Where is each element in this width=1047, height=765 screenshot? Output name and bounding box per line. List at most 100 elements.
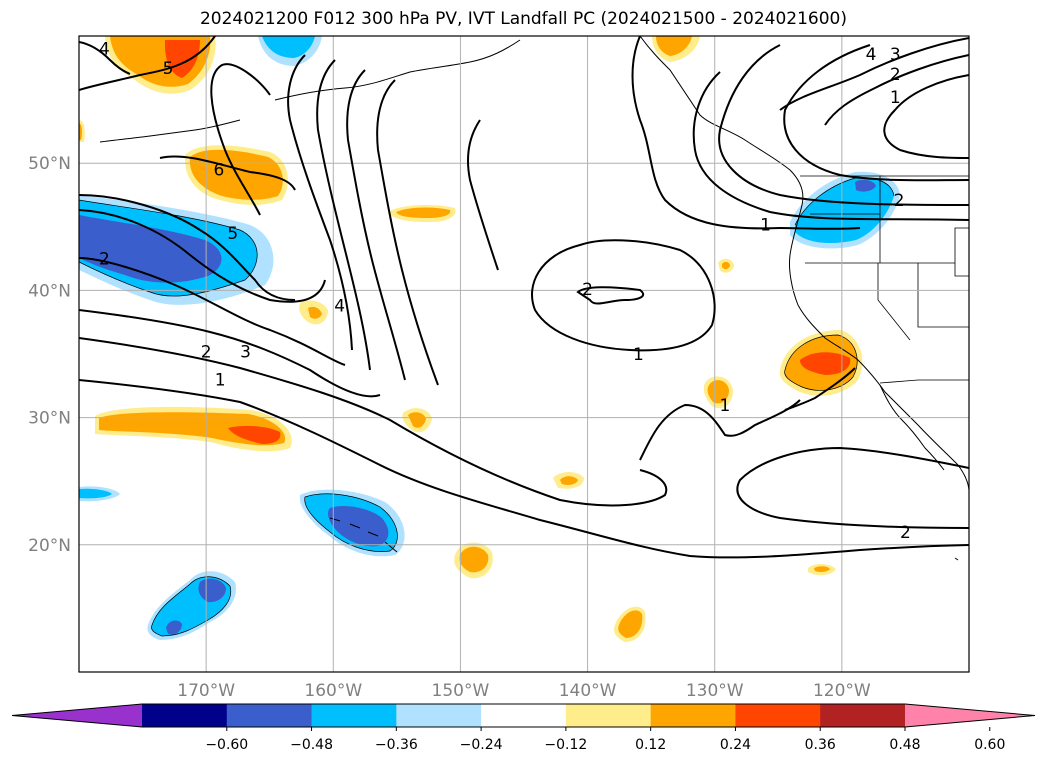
lon-tick-label: 130°W [686, 681, 744, 701]
negative-anomaly-region-pnw-inner [855, 179, 876, 192]
lon-tick-label: 140°W [559, 681, 617, 701]
shaded-anomalies [79, 36, 900, 642]
contour-line-low-inner [576, 286, 645, 305]
positive-anomaly-region-small-3-core [408, 412, 426, 428]
positive-anomaly-region-small-6-core [618, 610, 643, 638]
negative-anomaly-region-top-core [262, 36, 315, 58]
lat-tick-label: 20°N [28, 536, 71, 556]
us-mexico-border [879, 379, 969, 384]
contour-label: 2 [890, 65, 901, 85]
colorbar-segment [142, 704, 228, 727]
colorbar-tick-label: −0.12 [544, 737, 587, 753]
colorbar-extend-low [12, 704, 142, 727]
contour-line-2-southeast [736, 446, 969, 529]
colorbar-tick-label: −0.36 [375, 737, 418, 753]
contour-line-4-west [79, 209, 326, 303]
contour-line-alaska-4 [376, 79, 439, 386]
contour-line-2-west [79, 257, 346, 366]
positive-anomaly-region-small-9-core [814, 566, 830, 573]
contour-line-1-mexico [784, 367, 856, 411]
contour-line-2-south [79, 337, 668, 507]
positive-anomaly-region-small-5-core [459, 546, 489, 573]
colorbar-segment [650, 704, 736, 727]
colorbar: −0.60 −0.48 −0.36 −0.24 −0.12 0.12 0.24 0.36 0.4… [11, 703, 1036, 753]
contour-line-2-far-east [779, 37, 969, 111]
california-nevada-border [877, 263, 911, 341]
lon-tick-label: 120°W [813, 681, 871, 701]
contour-line-1-coast [631, 36, 781, 230]
contour-label: 1 [633, 345, 644, 365]
ivt-contours [79, 36, 969, 559]
positive-anomaly-region-band-inner [228, 425, 281, 444]
contour-label: 3 [890, 45, 901, 65]
latitude-labels: 20°N 30°N 40°N 50°N [28, 154, 71, 556]
contour-line-4-top [79, 41, 131, 75]
contour-line-alaska-1 [287, 54, 353, 351]
gridlines [79, 36, 969, 672]
negative-anomaly-region-west-inner [79, 215, 222, 283]
contour-line-1-california [639, 399, 801, 461]
contour-line-1-south [79, 379, 969, 559]
contour-line-3-west [79, 309, 381, 398]
colorbar-tick-label: 0.12 [635, 737, 666, 753]
contour-line-2-east [718, 44, 969, 206]
contour-label: 4 [866, 45, 877, 65]
map-title: 2024021200 F012 300 hPa PV, IVT Landfall… [199, 9, 847, 29]
positive-anomaly-region-small-7-core [707, 380, 729, 404]
contour-line-alaska-2 [316, 59, 371, 371]
longitude-labels: 170°W 160°W 150°W 140°W 130°W 120°W [177, 681, 871, 701]
positive-anomaly-region-california-inner [800, 352, 851, 375]
colorbar-outline [11, 703, 1036, 728]
contour-line-5-top [79, 36, 216, 91]
contour-label: 2 [201, 342, 212, 362]
contour-line-5-west [79, 194, 296, 301]
positive-anomaly-region-small-1-core [396, 207, 451, 218]
colorbar-segment [481, 704, 567, 727]
positive-anomaly-region-top-left-inner [164, 40, 200, 78]
colorbar-segment [820, 704, 906, 727]
nevada-arizona-border [917, 263, 969, 328]
colorbar-extend-high [905, 704, 1035, 727]
contour-label: 4 [334, 297, 345, 317]
colorbar-tick-label: 0.36 [805, 737, 836, 753]
positive-anomaly-region-top-right-core [656, 36, 692, 56]
colorbar-segment [735, 704, 821, 727]
small-island [954, 557, 959, 561]
lon-tick-label: 150°W [432, 681, 490, 701]
contour-label: 2 [894, 191, 905, 211]
state-borders [800, 175, 969, 384]
contour-label: 3 [240, 342, 251, 362]
lat-tick-label: 30°N [28, 409, 71, 429]
lon-tick-label: 170°W [177, 681, 235, 701]
colorbar-tick-label: −0.48 [290, 737, 333, 753]
positive-anomaly-region-small-8-core [722, 261, 730, 270]
north-america-coast [639, 36, 969, 491]
colorbar-tick-label: 0.24 [720, 737, 751, 753]
contour-label: 1 [719, 396, 730, 416]
contour-line-alaska-low [210, 63, 271, 216]
contour-label: 1 [890, 88, 901, 108]
map-frame [78, 35, 970, 673]
contour-line-3-east [783, 44, 969, 182]
contour-label: 5 [227, 224, 238, 244]
contour-label: 1 [215, 370, 226, 390]
idaho-box [954, 227, 969, 277]
positive-anomaly-region-edge-core [79, 123, 83, 140]
contour-line-1-pnw [779, 227, 861, 230]
hawaii-islands [329, 517, 398, 553]
contour-line-1-far-east [883, 74, 969, 159]
negative-anomaly-region-edge-core [79, 488, 112, 499]
baja-coast [879, 384, 945, 471]
lat-tick-label: 40°N [28, 281, 71, 301]
colorbar-segment [226, 704, 313, 727]
contour-label: 1 [760, 215, 771, 235]
contour-line-1-east [692, 71, 969, 221]
lat-tick-label: 50°N [28, 154, 71, 174]
positive-anomaly-region-small-4-core [560, 476, 578, 485]
colorbar-tick-label: −0.24 [460, 737, 503, 753]
contour-label: 6 [213, 161, 224, 181]
negative-anomaly-region-pnw-core [795, 177, 894, 244]
negative-anomaly-region-south-inner [198, 578, 226, 603]
contour-label: 2 [900, 523, 911, 543]
